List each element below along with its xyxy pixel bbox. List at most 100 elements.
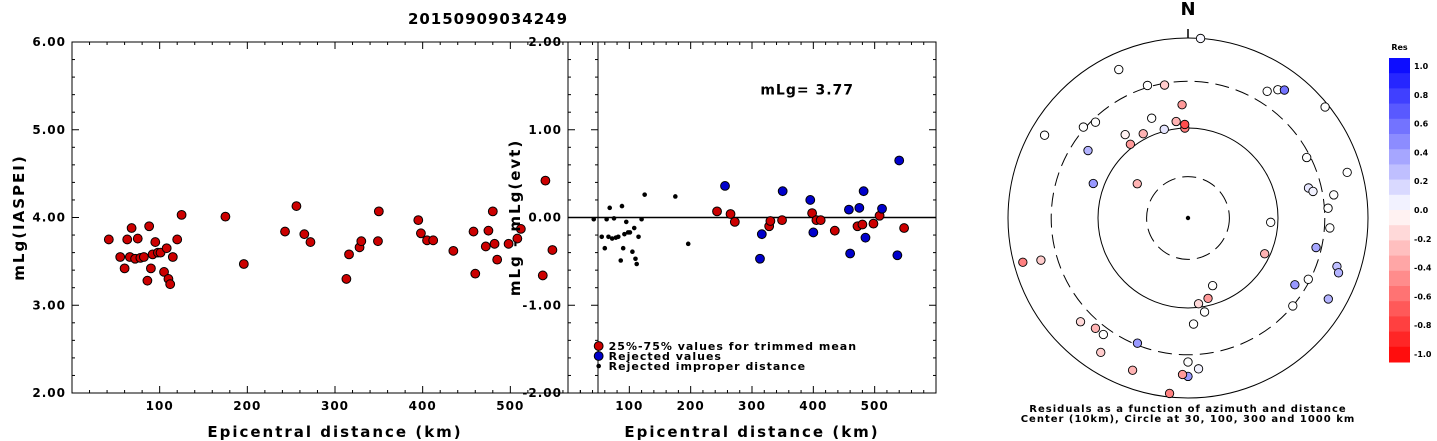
- y-axis-label: mLg - mLg(evt): [506, 139, 524, 296]
- station-residual-point: [1138, 129, 1148, 139]
- data-point: [146, 263, 156, 274]
- rejected-point: [777, 186, 788, 197]
- station-residual-point: [1329, 190, 1339, 200]
- data-point: [356, 236, 367, 247]
- rejected-point: [845, 248, 856, 259]
- colorbar-tick-label: -0.6: [1414, 292, 1432, 301]
- improper-point: [599, 234, 605, 240]
- station-residual-point: [1142, 80, 1153, 91]
- data-point: [299, 229, 310, 240]
- improper-point: [634, 261, 639, 267]
- station-residual-point: [1303, 274, 1313, 284]
- colorbar-swatch: [1389, 73, 1410, 89]
- data-point: [448, 245, 459, 256]
- station-residual-point: [1147, 113, 1157, 123]
- colorbar-tick-label: 0.4: [1414, 148, 1429, 157]
- station-residual-point: [1279, 85, 1290, 95]
- station-residual-point: [1177, 100, 1187, 110]
- station-residual-point: [1203, 293, 1213, 303]
- data-point: [857, 219, 868, 230]
- x-axis-label: Epicentral distance (km): [207, 423, 462, 441]
- data-point: [159, 267, 169, 277]
- data-point: [729, 216, 740, 227]
- station-residual-point: [1290, 280, 1300, 290]
- rejected-point: [854, 202, 865, 213]
- station-residual-point: [1127, 365, 1138, 375]
- data-point: [815, 215, 826, 226]
- data-point: [150, 237, 161, 247]
- x-tick-label: 100: [615, 399, 643, 413]
- station-residual-point: [1302, 152, 1312, 163]
- station-residual-point: [1320, 102, 1330, 112]
- station-residual-point: [1323, 294, 1333, 304]
- station-residual-point: [1039, 130, 1050, 140]
- data-point: [829, 225, 840, 236]
- station-residual-point: [1260, 249, 1270, 259]
- data-point: [103, 234, 114, 245]
- data-point: [537, 270, 548, 281]
- station-residual-point: [1132, 179, 1142, 189]
- data-point: [280, 226, 290, 237]
- station-residual-point: [1018, 257, 1028, 267]
- legend-marker: [596, 363, 601, 369]
- colorbar-tick-label: 0.0: [1414, 206, 1429, 215]
- x-tick-label: 500: [861, 399, 889, 413]
- improper-point: [602, 245, 608, 251]
- legend-marker: [593, 351, 604, 361]
- data-point: [807, 208, 818, 219]
- station-residual-point: [1183, 357, 1193, 367]
- y-axis-label: mLg(IASPEI): [10, 154, 28, 280]
- improper-point: [639, 216, 644, 222]
- colorbar-swatch: [1389, 240, 1410, 257]
- data-point: [126, 223, 137, 233]
- data-point: [373, 206, 384, 217]
- legend-marker: [593, 341, 604, 351]
- station-residual-point: [1078, 122, 1089, 132]
- data-point: [725, 209, 736, 219]
- data-point: [480, 241, 491, 252]
- data-point: [515, 224, 526, 234]
- station-residual-point: [1193, 299, 1204, 309]
- data-point: [305, 237, 316, 247]
- legend-label: 25%-75% values for trimmed mean: [609, 340, 857, 353]
- colorbar-swatch: [1389, 270, 1410, 287]
- x-tick-label: 300: [321, 399, 349, 413]
- rejected-point: [805, 195, 816, 205]
- improper-point: [633, 256, 638, 262]
- data-point: [777, 215, 787, 226]
- y-tick-label: 2.00: [32, 386, 66, 400]
- data-point: [416, 228, 426, 239]
- station-residual-point: [1323, 203, 1333, 213]
- colorbar-swatch: [1389, 346, 1410, 363]
- data-point: [712, 206, 722, 217]
- x-tick-label: 200: [677, 399, 705, 413]
- colorbar-tick-label: -0.2: [1414, 235, 1432, 244]
- station-residual-point: [1262, 86, 1272, 96]
- colorbar-swatch: [1389, 301, 1410, 317]
- y-tick-label: 2.00: [528, 35, 562, 49]
- data-point: [540, 175, 551, 186]
- colorbar-swatch: [1389, 255, 1410, 272]
- colorbar-swatch: [1389, 88, 1410, 105]
- improper-point: [611, 216, 617, 221]
- x-tick-label: 500: [496, 399, 524, 413]
- colorbar-tick-label: -1.0: [1414, 350, 1432, 359]
- data-point: [172, 234, 183, 245]
- station-residual-point: [1199, 307, 1210, 317]
- rejected-point: [860, 232, 871, 243]
- data-point: [132, 233, 143, 244]
- improper-point: [685, 241, 691, 247]
- rejected-point: [720, 181, 730, 191]
- improper-point: [631, 225, 637, 231]
- y-tick-label: 1.00: [528, 123, 562, 137]
- data-point: [122, 234, 133, 245]
- colorbar-swatch: [1389, 103, 1410, 120]
- data-point: [483, 225, 494, 236]
- rejected-point: [892, 250, 903, 261]
- station-residual-point: [1180, 119, 1190, 130]
- station-residual-point: [1090, 117, 1101, 127]
- station-residual-point: [1171, 116, 1181, 127]
- x-tick-label: 100: [146, 399, 174, 413]
- improper-point: [627, 230, 633, 235]
